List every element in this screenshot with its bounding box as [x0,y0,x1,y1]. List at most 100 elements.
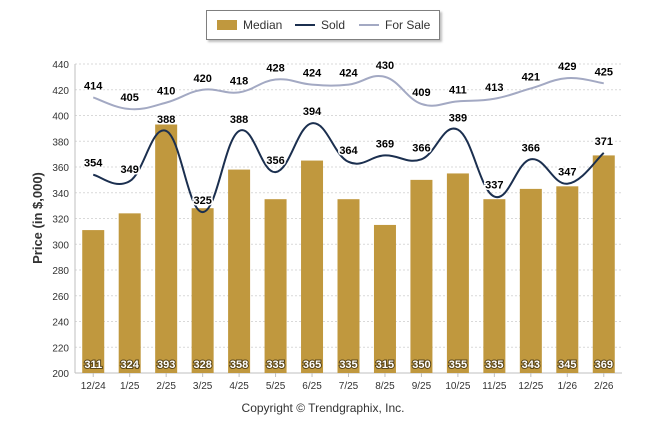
price-chart: 200 220 240 260 280 300 320 340 360 380 400 420 440 1… [30,58,622,392]
median-bar [155,124,178,373]
x-tick-label: 5/25 [266,381,286,392]
sold-line-value-label: 347 [558,167,576,179]
y-axis-title: Price (in $,000) [30,172,45,264]
x-tick-label: 1/25 [120,381,140,392]
forsale-line-value-label: 430 [376,60,394,72]
y-tick-label: 400 [52,112,69,123]
forsale-line-value-label: 413 [485,82,503,94]
median-value-label: 358 [230,359,248,371]
forsale-line-value-label: 428 [266,62,284,74]
copyright-footer: Copyright © Trendgraphix, Inc. [241,401,405,415]
forsale-line-value-label: 418 [230,75,248,87]
median-bar [592,155,615,373]
x-tick-label: 7/25 [339,381,359,392]
median-value-label: 335 [266,359,284,371]
x-tick-label: 10/25 [445,381,470,392]
y-tick-label: 440 [52,60,69,71]
bar-layer [82,124,615,373]
y-tick-label: 260 [52,292,69,303]
y-tick-label: 320 [52,215,69,226]
forsale-line-value-label: 421 [522,71,540,83]
sold-line-value-label: 356 [266,155,284,167]
legend-forsale-label: For Sale [385,18,431,32]
median-bar [337,199,360,373]
sold-line-value-label: 389 [449,113,467,125]
forsale-line-value-label: 425 [595,66,613,78]
sold-line-value-label: 354 [84,158,103,170]
median-bar [483,199,506,373]
forsale-line-value-label: 429 [558,61,576,73]
sold-line-value-label: 388 [230,114,248,126]
sold-line-value-label: 366 [522,142,540,154]
sold-line-value-label: 364 [339,145,358,157]
median-bar [118,213,141,373]
median-bar [446,173,469,373]
x-tick-label: 12/25 [518,381,543,392]
median-bar [519,188,542,373]
median-value-label: 324 [121,359,140,371]
median-value-label: 311 [84,359,102,371]
median-bar [82,230,105,373]
y-tick-label: 380 [52,137,69,148]
x-tick-label: 4/25 [229,381,249,392]
forsale-line-value-label: 424 [339,68,358,80]
sold-line-value-label: 388 [157,114,175,126]
x-tick-label: 3/25 [193,381,213,392]
y-tick-label: 220 [52,343,69,354]
median-value-label: 345 [558,359,576,371]
median-value-label: 369 [595,359,613,371]
x-tick-label: 2/25 [156,381,176,392]
x-tick-label: 2/26 [594,381,614,392]
y-tick-label: 340 [52,189,69,200]
x-tick-label: 11/25 [482,381,507,392]
x-tick-label: 1/26 [558,381,578,392]
legend-sold-label: Sold [321,18,346,32]
median-bar [410,179,433,373]
y-tick-label: 420 [52,86,69,97]
sold-line-value-label: 366 [412,142,430,154]
y-tick-label: 240 [52,318,69,329]
forsale-line-value-label: 410 [157,86,175,98]
x-tick-label: 12/24 [81,381,106,392]
median-value-label: 355 [449,359,467,371]
sold-line-value-label: 337 [485,180,503,192]
median-value-label: 328 [193,359,211,371]
forsale-line-value-label: 405 [121,92,139,104]
median-bar [556,186,579,373]
median-bar [191,208,214,373]
sold-line-value-label: 349 [121,164,139,176]
sold-line-value-label: 394 [303,106,322,118]
y-tick-label: 360 [52,163,69,174]
y-tick-label: 300 [52,240,69,251]
median-bar [264,199,287,373]
median-value-label: 335 [485,359,503,371]
chart-legend: Median Sold For Sale [206,10,440,40]
forsale-line-value-label: 414 [84,80,103,92]
sold-line-value-label: 369 [376,138,394,150]
legend-forsale-swatch [359,24,379,26]
line-layer [92,75,605,214]
legend-sold-swatch [295,24,315,26]
median-bar [373,224,396,373]
median-value-label: 365 [303,359,321,371]
forsale-line-value-label: 424 [303,68,322,80]
x-tick-label: 9/25 [412,381,432,392]
x-tick-label: 8/25 [375,381,395,392]
median-value-label: 335 [339,359,357,371]
x-tick-label: 6/25 [302,381,322,392]
median-value-label: 343 [522,359,540,371]
median-value-label: 350 [412,359,430,371]
median-bar [228,169,251,373]
median-value-label: 393 [157,359,175,371]
sold-line-value-label: 325 [193,195,211,207]
forsale-line-value-label: 420 [193,73,211,85]
y-tick-label: 280 [52,266,69,277]
label-layer: 311 324 393 328 358 335 365 335 315 350 355 335 343 3… [83,58,615,372]
forsale-line-value-label: 411 [449,84,467,96]
median-bar [301,160,324,373]
legend-median-label: Median [243,18,283,32]
y-tick-label: 200 [52,369,69,380]
sold-line [92,122,605,214]
forsale-line-value-label: 409 [412,87,430,99]
sold-line-value-label: 371 [595,136,613,148]
